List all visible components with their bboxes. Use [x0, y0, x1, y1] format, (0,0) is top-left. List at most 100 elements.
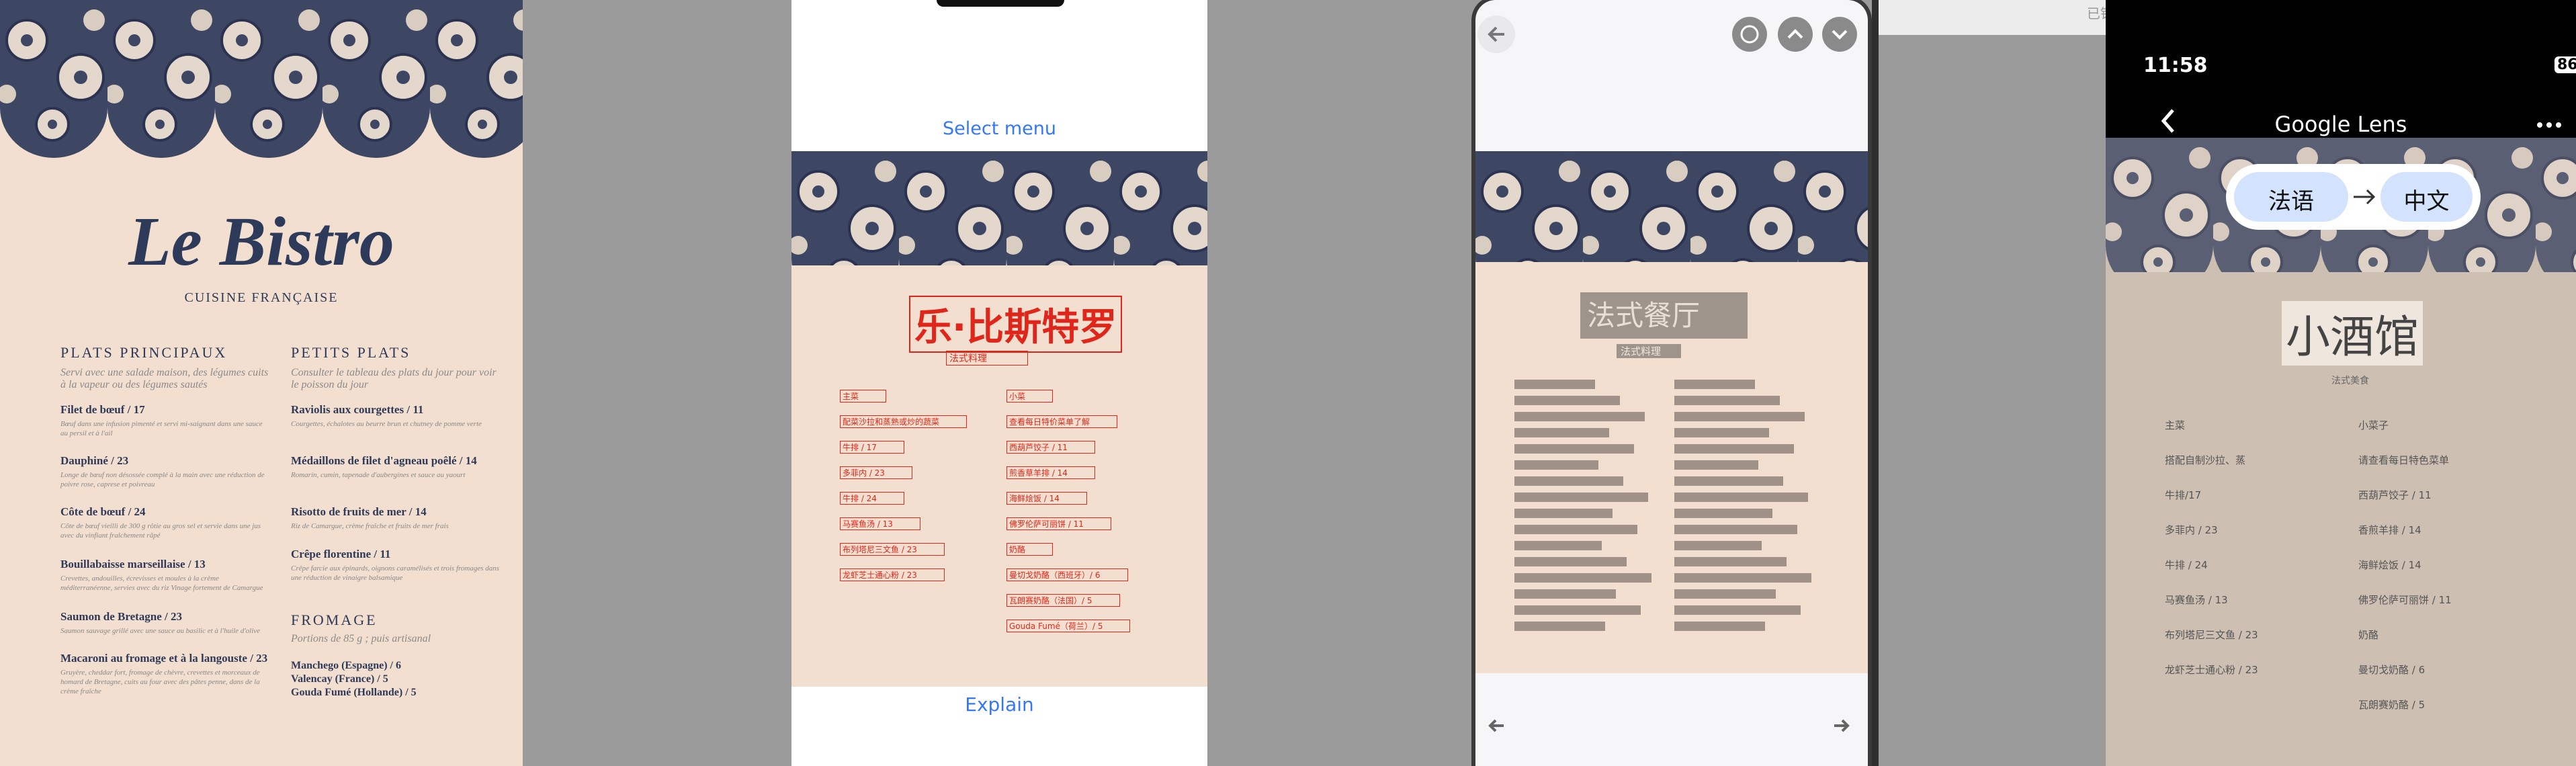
redacted-text [1514, 557, 1627, 566]
overlay-title: 法式餐厅 [1580, 292, 1748, 339]
dish-name: Crêpe florentine / 11 [291, 548, 391, 560]
translated-line: 牛排 / 24 [840, 492, 904, 505]
redacted-text [1674, 412, 1805, 421]
dish-description: Romarin, cumin, tapenade d'aubergines et… [291, 471, 466, 479]
lens-panel: 11:58 86 Google Lens 法语 中文 小酒馆 法式美食 主菜 搭配… [2106, 0, 2576, 766]
redacted-text [1674, 444, 1794, 454]
lens-line: 龙虾芝士通心粉 / 23 [2165, 664, 2258, 676]
clock: 11:58 [2143, 54, 2208, 77]
dish-description: Côte de bœuf vieilli de 300 g rôtie au g… [60, 522, 261, 540]
cheese-item: Valencay (France) / 5 [291, 673, 388, 685]
redacted-text [1674, 380, 1755, 389]
lace-border [0, 0, 523, 175]
redacted-text [1514, 444, 1634, 454]
lens-line: 搭配自制沙拉、蒸 [2165, 454, 2246, 466]
redacted-text [1514, 605, 1641, 615]
translated-line: 龙虾芝士通心粉 / 23 [840, 568, 945, 581]
lens-line: 布列塔尼三文鱼 / 23 [2165, 629, 2258, 641]
menu-subtitle: CUISINE FRANÇAISE [184, 290, 339, 305]
nav-icons [2161, 109, 2561, 133]
explain-button[interactable]: Explain [965, 693, 1034, 716]
down-button[interactable] [1822, 17, 1857, 52]
dish-name: Saumon de Bretagne / 23 [60, 610, 183, 623]
lens-line: 请查看每日特色菜单 [2358, 454, 2450, 466]
dish-name: Macaroni au fromage et à la langouste / … [60, 652, 268, 665]
battery: 86 [2554, 56, 2576, 73]
redacted-text [1674, 476, 1783, 486]
overlay-subtitle: 法式料理 [1617, 344, 1682, 358]
app-title: Google Lens [2274, 112, 2407, 137]
redacted-text [1674, 493, 1808, 502]
lens-line: 主菜 [2165, 419, 2186, 431]
section-heading: PETITS PLATS [291, 344, 411, 361]
up-button[interactable] [1778, 17, 1813, 52]
back-button[interactable] [2161, 109, 2174, 133]
redacted-text [1674, 509, 1772, 518]
lens-line: 曼切戈奶酪 / 6 [2358, 664, 2425, 676]
translated-line: 查看每日特价菜单了解 [1006, 415, 1118, 428]
select-menu-button[interactable]: Select menu [942, 118, 1056, 139]
redacted-text [1514, 525, 1637, 534]
translated-title: 乐·比斯特罗 [909, 296, 1123, 353]
next-button[interactable] [1834, 719, 1850, 732]
dish-name: Filet de bœuf / 17 [60, 403, 145, 416]
redacted-text [1674, 605, 1801, 615]
target-language-chip[interactable]: 中文 [2380, 172, 2473, 222]
more-button[interactable] [2537, 122, 2561, 128]
translate-panel: Select menu 乐·比斯特罗 法式料理 主菜 配菜沙拉和蒸熟或炒的蔬菜 牛排… [791, 0, 1207, 766]
lens-line: 马赛鱼汤 / 13 [2165, 594, 2228, 606]
window-strip: 已锁定 [1879, 0, 2127, 35]
divider [1872, 0, 1879, 766]
redacted-text [1514, 380, 1595, 389]
redacted-text [1514, 412, 1645, 421]
redacted-text [1514, 396, 1620, 405]
redacted-text [1674, 525, 1797, 534]
toolbar [1477, 15, 1857, 53]
translated-line: 配菜沙拉和蒸熟或炒的蔬菜 [840, 415, 968, 428]
redacted-text [1674, 428, 1769, 437]
translated-line: 曼切戈奶酪（西班牙）/ 6 [1006, 568, 1128, 581]
redacted-text [1514, 509, 1613, 518]
dish-name: Médaillons de filet d'agneau poêlé / 14 [291, 454, 477, 467]
lens-line: 香煎羊排 / 14 [2358, 524, 2421, 536]
section-intro: Consulter le tableau des plats du jour p… [291, 367, 497, 390]
dish-description: Bœuf dans une infusion pimenté et servi … [60, 420, 263, 437]
translated-line: Gouda Fumé（荷兰）/ 5 [1006, 620, 1131, 632]
lens-line: 西葫芦饺子 / 11 [2358, 489, 2432, 501]
lens-line: 牛排 / 24 [2165, 559, 2208, 571]
redacted-text [1674, 541, 1762, 550]
lens-line: 海鲜烩饭 / 14 [2358, 559, 2421, 571]
translated-line: 牛排 / 17 [840, 441, 904, 454]
lace-border [1475, 151, 1868, 262]
menu-image: 乐·比斯特罗 法式料理 主菜 配菜沙拉和蒸熟或炒的蔬菜 牛排 / 17 多菲内 / 2… [791, 151, 1207, 687]
translated-line: 瓦朗赛奶酪（法国）/ 5 [1006, 594, 1120, 607]
lens-line: 奶酪 [2358, 629, 2379, 641]
lens-title: 小酒馆 [2282, 301, 2423, 366]
lace-border [791, 151, 1207, 265]
arrow-icon [2354, 189, 2376, 205]
section-heading: FROMAGE [291, 611, 378, 628]
language-bar: 法语 中文 [2226, 164, 2481, 230]
translated-line: 佛罗伦萨可丽饼 / 11 [1006, 517, 1111, 530]
dish-description: Crevettes, andouilles, écrevisses et mou… [60, 574, 263, 592]
source-language-chip[interactable]: 法语 [2234, 172, 2348, 222]
redacted-text [1514, 541, 1602, 550]
translated-subtitle: 法式料理 [946, 351, 1028, 366]
redacted-text [1514, 493, 1648, 502]
bottom-bar [1488, 719, 1850, 732]
face-button[interactable] [1732, 17, 1767, 52]
source-language: 法语 [2268, 188, 2314, 215]
prev-button[interactable] [1488, 719, 1504, 732]
redacted-text [1674, 396, 1780, 405]
redacted-text [1674, 557, 1787, 566]
translated-line: 海鲜烩饭 / 14 [1006, 492, 1087, 505]
translated-line: 西葫芦饺子 / 11 [1006, 441, 1095, 454]
target-language: 中文 [2403, 188, 2450, 215]
lens-line: 牛排/17 [2165, 489, 2202, 501]
status-bar [2106, 0, 2576, 138]
redacted-text [1674, 573, 1811, 583]
translated-line: 奶酪 [1006, 543, 1054, 556]
redacted-text [1514, 476, 1623, 486]
lens-line: 佛罗伦萨可丽饼 / 11 [2358, 594, 2452, 606]
